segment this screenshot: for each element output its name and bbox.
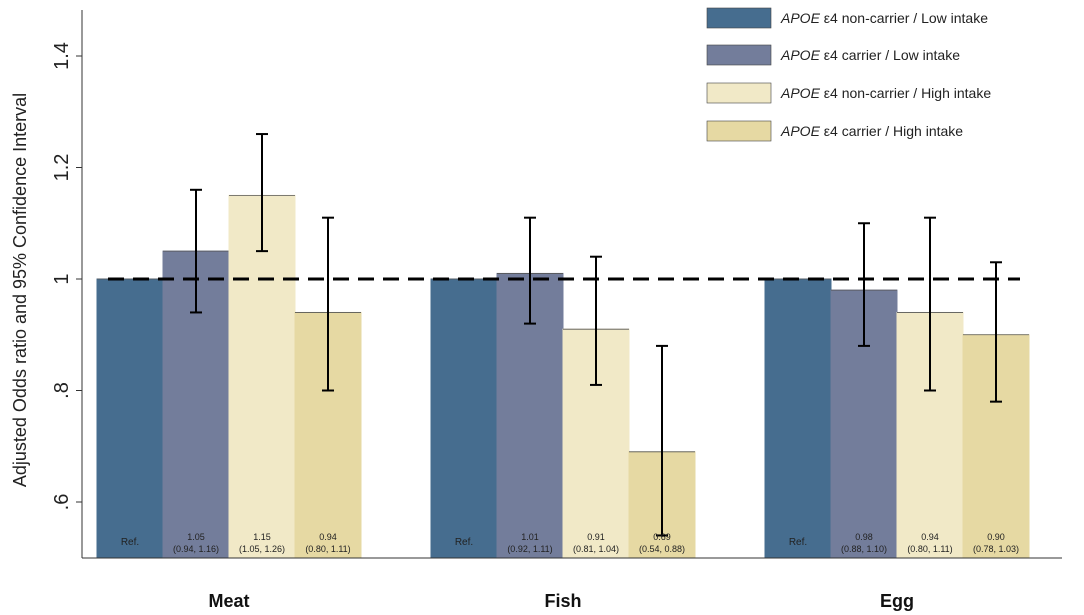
legend-swatch-1	[706, 7, 772, 29]
legend-label-rest: ε4 carrier / Low intake	[820, 47, 960, 63]
legend-label-rest: ε4 non-carrier / Low intake	[820, 10, 988, 26]
legend-swatch-4	[706, 120, 772, 142]
bar-value-label: 0.94	[921, 532, 939, 542]
category-label-fish: Fish	[544, 591, 581, 611]
legend-swatch-2	[706, 44, 772, 66]
y-tick-label: 1.2	[51, 154, 73, 182]
legend-swatch-3	[706, 82, 772, 104]
bar-value-label: 1.15	[253, 532, 271, 542]
bar-value-label: 1.05	[187, 532, 205, 542]
labels-layer: Ref. 1.05 (0.94, 1.16) 1.15 (1.05, 1.26) 0.94…	[121, 532, 1019, 554]
bar-value-label: 0.69	[653, 532, 671, 542]
legend-label-italic: APOE	[780, 10, 821, 26]
bar-value-label: 0.94	[319, 532, 337, 542]
bar-ci-label: (0.92, 1.11)	[507, 544, 552, 554]
bar-ref-label: Ref.	[789, 537, 807, 548]
bar-ci-label: (0.78, 1.03)	[973, 544, 1019, 554]
bar-ci-label: (0.81, 1.04)	[573, 544, 619, 554]
legend-label-italic: APOE	[780, 123, 821, 139]
bar-ci-label: (0.80, 1.11)	[305, 544, 350, 554]
legend-label-4: APOE ε4 carrier / High intake	[780, 123, 963, 139]
legend-label-1: APOE ε4 non-carrier / Low intake	[780, 10, 988, 26]
legend-label-italic: APOE	[780, 47, 821, 63]
bar-ci-label: (0.94, 1.16)	[173, 544, 219, 554]
legend-label-3: APOE ε4 non-carrier / High intake	[780, 85, 991, 101]
legend-label-rest: ε4 non-carrier / High intake	[820, 85, 991, 101]
bar-ref-label: Ref.	[121, 537, 139, 548]
legend-label-italic: APOE	[780, 85, 821, 101]
bar-fish-series-1	[430, 278, 498, 558]
bar-ci-label: (0.88, 1.10)	[841, 544, 887, 554]
bar-meat-series-1	[96, 278, 164, 558]
bar-egg-series-1	[764, 278, 832, 558]
y-tick-label: .8	[51, 382, 73, 399]
bar-ref-label: Ref.	[455, 537, 473, 548]
legend-label-rest: ε4 carrier / High intake	[820, 123, 963, 139]
bar-ci-label: (0.54, 0.88)	[639, 544, 685, 554]
category-label-egg: Egg	[880, 591, 914, 611]
bars-layer	[96, 194, 1030, 558]
bar-value-label: 0.90	[987, 532, 1005, 542]
bar-ci-label: (0.80, 1.11)	[907, 544, 952, 554]
y-tick-label: .6	[51, 494, 73, 511]
category-label-meat: Meat	[208, 591, 249, 611]
axis-layer: .6 .8 1 1.2 1.4 Adjusted Odds ratio and 95% C…	[10, 10, 1062, 611]
bar-value-label: 1.01	[521, 532, 539, 542]
bar-value-label: 0.98	[855, 532, 873, 542]
y-tick-label: 1	[51, 273, 73, 284]
bar-value-label: 0.91	[587, 532, 605, 542]
legend-label-2: APOE ε4 carrier / Low intake	[780, 47, 960, 63]
y-axis-title: Adjusted Odds ratio and 95% Confidence I…	[10, 93, 30, 487]
y-tick-label: 1.4	[51, 42, 73, 70]
bar-ci-label: (1.05, 1.26)	[239, 544, 285, 554]
